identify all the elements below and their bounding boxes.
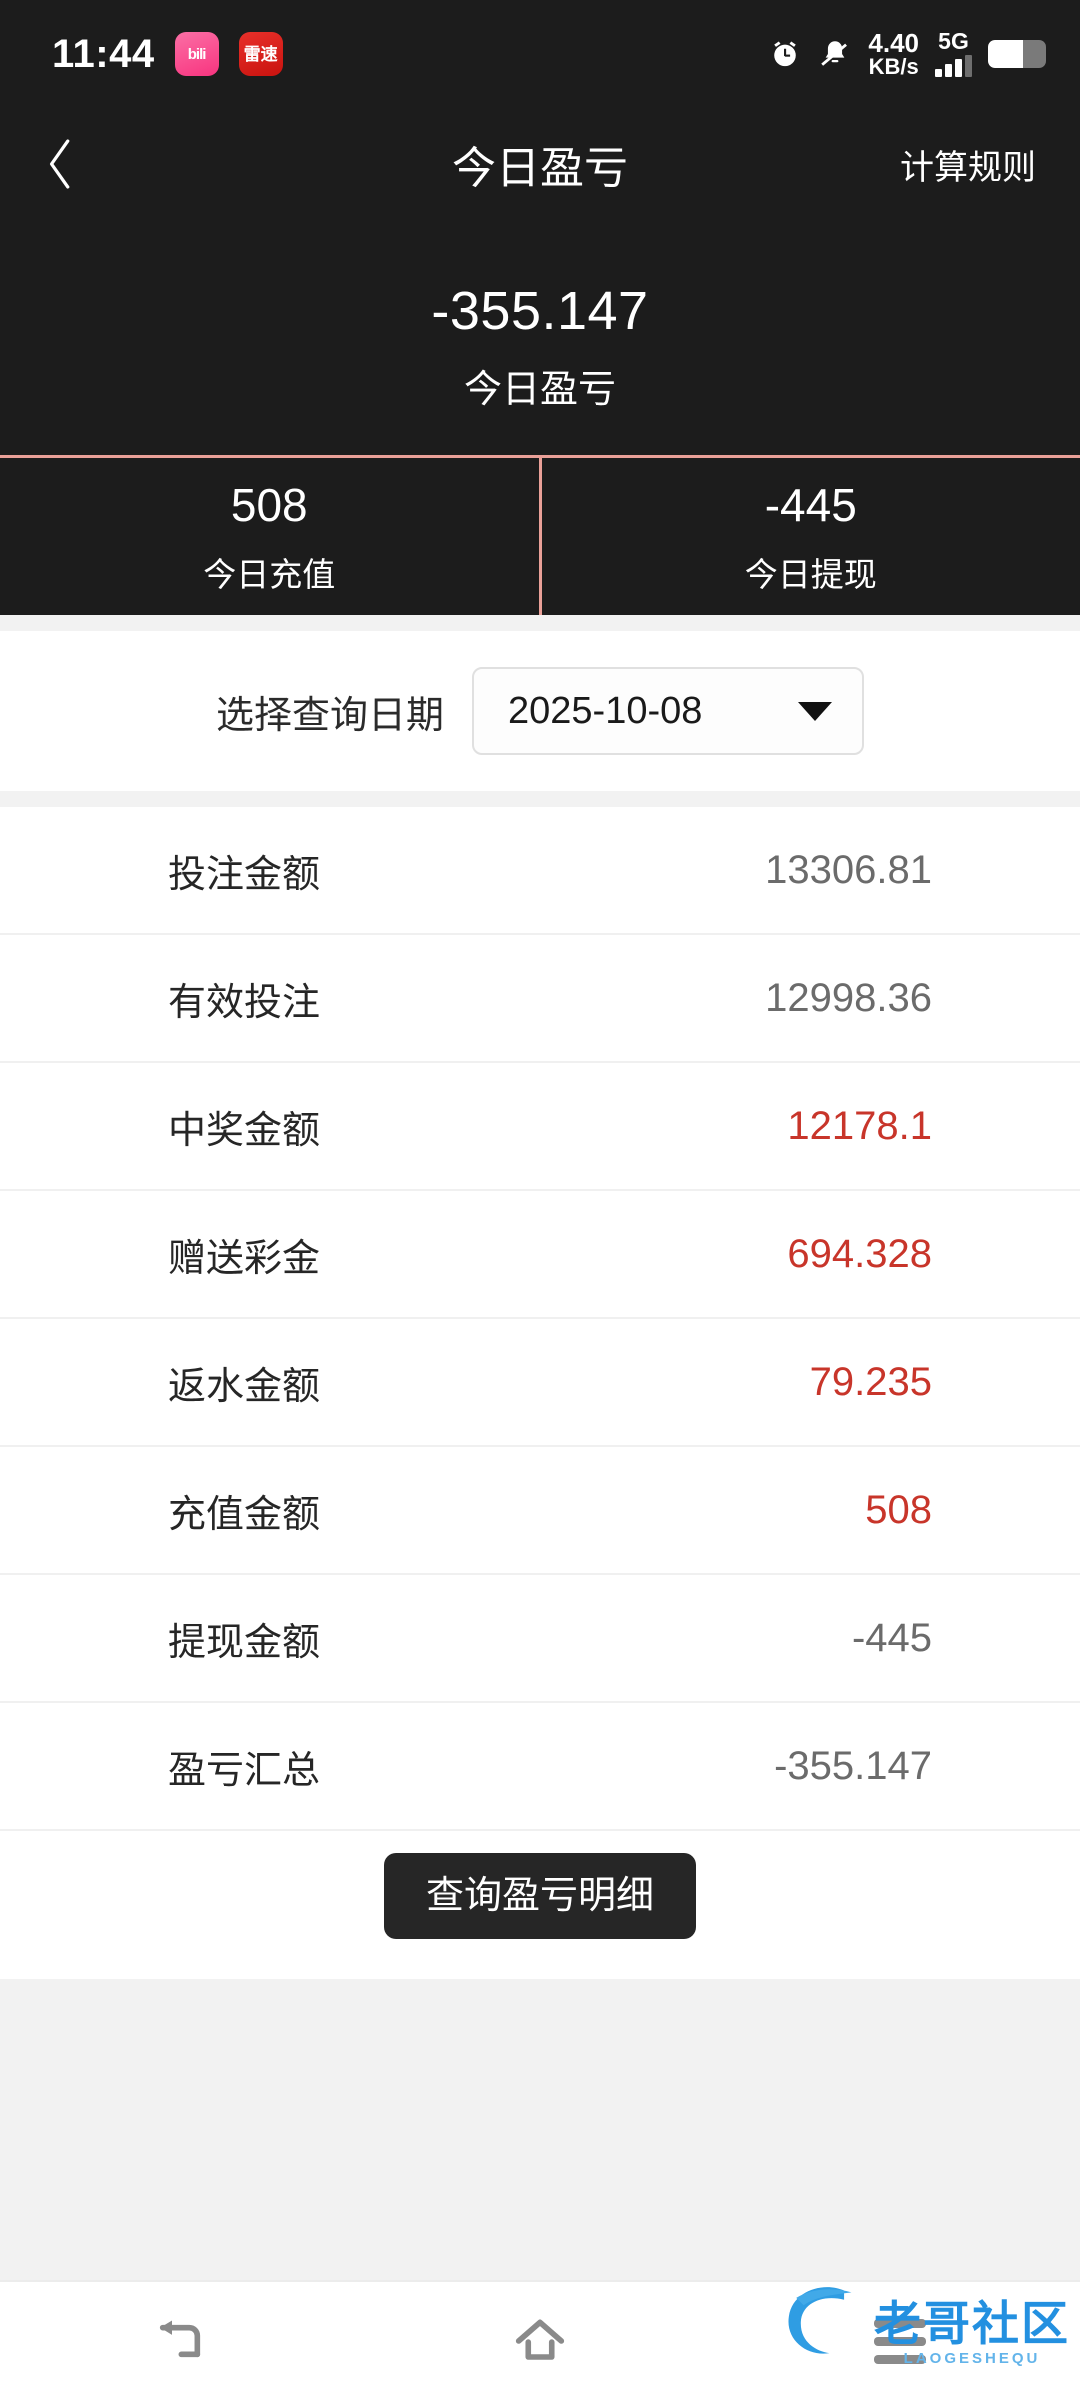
network-speed-unit: KB/s xyxy=(868,54,919,80)
site-watermark-logo: 老哥社区 LAOGESHEQU xyxy=(776,2274,1070,2366)
date-filter-section: 选择查询日期 2025-10-08 xyxy=(0,631,1080,791)
app-navbar: 今日盈亏 计算规则 xyxy=(0,108,1080,220)
row-value: 13306.81 xyxy=(765,847,932,892)
table-row: 返水金额 79.235 xyxy=(0,1319,1080,1447)
network-type-label: 5G xyxy=(938,28,969,55)
battery-icon xyxy=(988,39,1046,68)
stat-withdraw-value: -445 xyxy=(764,478,857,531)
stat-withdraw-label: 今日提现 xyxy=(744,555,877,593)
chevron-down-icon xyxy=(798,701,832,721)
status-bar-right: 4.40 KB/s 5G xyxy=(768,27,1046,80)
back-arrow-icon xyxy=(159,2320,201,2358)
status-bar-left: 11:44 bili 雷速 xyxy=(52,32,283,77)
row-value: 12998.36 xyxy=(765,975,932,1020)
row-value: 508 xyxy=(865,1487,932,1532)
row-label: 中奖金额 xyxy=(168,1109,321,1152)
chevron-left-icon xyxy=(49,139,70,189)
bilibili-app-icon: bili xyxy=(174,32,219,76)
row-value: -445 xyxy=(851,1615,932,1660)
watermark-main-text: 老哥社区 xyxy=(874,2297,1070,2350)
stat-deposit-value: 508 xyxy=(230,478,308,531)
row-value: 694.328 xyxy=(787,1231,932,1276)
signal-indicator: 5G xyxy=(935,28,972,78)
hero-profit-value: -355.147 xyxy=(431,281,649,341)
detail-button-area: 查询盈亏明细 xyxy=(0,1831,1080,1979)
empty-area xyxy=(0,1979,1080,2279)
network-speed-indicator: 4.40 KB/s xyxy=(868,27,919,80)
nav-menu-button[interactable] xyxy=(820,2318,980,2364)
date-select-value: 2025-10-08 xyxy=(508,689,703,732)
date-filter-row: 选择查询日期 2025-10-08 xyxy=(0,631,1080,791)
row-label: 返水金额 xyxy=(168,1365,321,1408)
network-speed-value: 4.40 xyxy=(868,27,919,58)
nav-back-button[interactable] xyxy=(100,2309,260,2373)
row-label: 有效投注 xyxy=(168,981,321,1024)
system-navigation-bar: 老哥社区 LAOGESHEQU xyxy=(0,2280,1080,2400)
table-row: 充值金额 508 xyxy=(0,1447,1080,1575)
nav-home-button[interactable] xyxy=(460,2309,620,2373)
dragon-logo-icon xyxy=(788,2287,852,2354)
alarm-clock-icon xyxy=(768,37,802,71)
row-label: 投注金额 xyxy=(168,853,321,896)
watermark-text: 老哥社区 LAOGESHEQU xyxy=(874,2300,1070,2366)
home-icon xyxy=(515,2319,565,2360)
query-detail-button[interactable]: 查询盈亏明细 xyxy=(383,1853,696,1939)
hero-summary: -355.147 今日盈亏 xyxy=(0,220,1080,455)
table-row: 提现金额 -445 xyxy=(0,1575,1080,1703)
row-label: 赠送彩金 xyxy=(168,1237,321,1280)
table-row: 中奖金额 12178.1 xyxy=(0,1063,1080,1191)
hamburger-menu-icon xyxy=(874,2318,926,2364)
row-label: 提现金额 xyxy=(168,1621,321,1664)
row-label: 充值金额 xyxy=(168,1493,321,1536)
watermark-sub-text: LAOGESHEQU xyxy=(903,2350,1041,2367)
date-select[interactable]: 2025-10-08 xyxy=(472,667,864,755)
signal-bars-icon xyxy=(935,55,972,78)
calculation-rules-button[interactable]: 计算规则 xyxy=(900,148,1036,187)
hero-profit-label: 今日盈亏 xyxy=(463,369,616,411)
bilibili-app-icon-label: bili xyxy=(187,45,207,63)
row-value: 12178.1 xyxy=(787,1103,932,1148)
bell-muted-icon xyxy=(818,37,852,71)
row-value: 79.235 xyxy=(809,1359,932,1404)
stat-withdraw: -445 今日提现 xyxy=(538,458,1080,615)
stats-strip: 508 今日充值 -445 今日提现 xyxy=(0,455,1080,615)
table-row: 盈亏汇总 -355.147 xyxy=(0,1703,1080,1831)
leisu-app-icon-label: 雷速 xyxy=(243,44,278,64)
summary-table: 投注金额 13306.81 有效投注 12998.36 中奖金额 12178.1… xyxy=(0,807,1080,1831)
row-label: 盈亏汇总 xyxy=(168,1749,321,1792)
status-bar-clock: 11:44 xyxy=(52,31,155,76)
stat-deposit-label: 今日充值 xyxy=(203,555,336,593)
table-row: 赠送彩金 694.328 xyxy=(0,1191,1080,1319)
row-value: -355.147 xyxy=(774,1743,932,1788)
section-gap-top xyxy=(0,615,1080,631)
table-row: 投注金额 13306.81 xyxy=(0,807,1080,935)
date-filter-label: 选择查询日期 xyxy=(215,694,444,737)
stat-deposit: 508 今日充值 xyxy=(0,458,539,615)
leisu-app-icon: 雷速 xyxy=(238,32,283,76)
back-button[interactable] xyxy=(44,137,114,191)
section-gap-middle xyxy=(0,791,1080,807)
table-row: 有效投注 12998.36 xyxy=(0,935,1080,1063)
status-bar: 11:44 bili 雷速 4.40 KB/s 5G xyxy=(0,0,1080,108)
dark-header-zone: 今日盈亏 计算规则 -355.147 今日盈亏 508 今日充值 -445 今日… xyxy=(0,108,1080,615)
